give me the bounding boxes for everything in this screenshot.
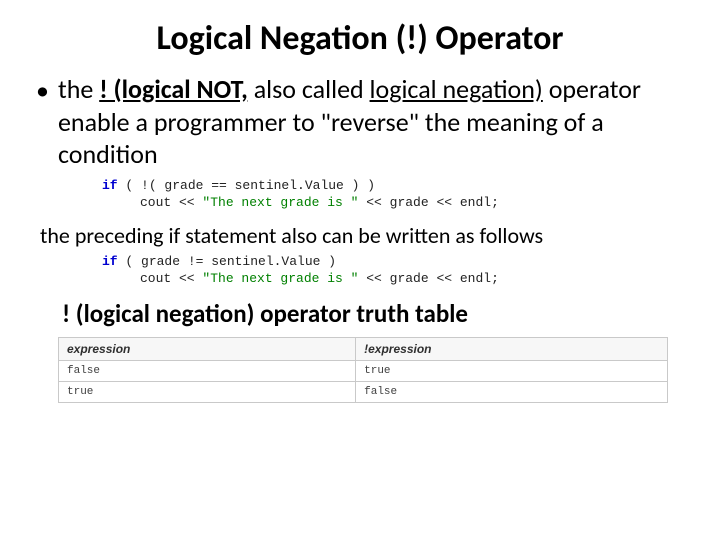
code-text: << grade << endl; bbox=[358, 271, 498, 286]
keyword-if: if bbox=[102, 254, 118, 269]
table-header-row: expression !expression bbox=[59, 337, 668, 360]
bullet-underline-2: logical negation) bbox=[370, 73, 543, 105]
code-text: cout << bbox=[140, 195, 202, 210]
table-cell: true bbox=[356, 360, 668, 381]
mid-sentence: the preceding if statement also can be w… bbox=[40, 222, 690, 249]
slide-title: Logical Negation (!) Operator bbox=[30, 0, 690, 73]
code-text: ( !( grade == sentinel.Value ) ) bbox=[118, 178, 375, 193]
slide: Logical Negation (!) Operator • the ! (l… bbox=[0, 0, 720, 540]
bullet-item: • the ! (logical NOT, also called logica… bbox=[36, 73, 690, 171]
truth-table-heading: ! (logical negation) operator truth tabl… bbox=[62, 298, 690, 329]
keyword-if: if bbox=[102, 178, 118, 193]
table-cell: true bbox=[59, 381, 356, 402]
table-header-cell: expression bbox=[59, 337, 356, 360]
bullet-text: the ! (logical NOT, also called logical … bbox=[58, 73, 690, 171]
truth-table: expression !expression false true true f… bbox=[58, 337, 668, 403]
code-text: << grade << endl; bbox=[358, 195, 498, 210]
code-line: cout << "The next grade is " << grade <<… bbox=[102, 270, 690, 288]
code-text: cout << bbox=[140, 271, 202, 286]
code-line: if ( !( grade == sentinel.Value ) ) bbox=[102, 177, 690, 195]
string-literal: "The next grade is " bbox=[202, 195, 358, 210]
code-text: ( grade != sentinel.Value ) bbox=[118, 254, 336, 269]
table-row: true false bbox=[59, 381, 668, 402]
bullet-bold-underline: ! (logical NOT, bbox=[99, 73, 248, 105]
bullet-pre: the bbox=[58, 73, 99, 105]
string-literal: "The next grade is " bbox=[202, 271, 358, 286]
table-header-cell: !expression bbox=[356, 337, 668, 360]
table-row: false true bbox=[59, 360, 668, 381]
table-cell: false bbox=[356, 381, 668, 402]
bullet-dot: • bbox=[36, 73, 58, 107]
table-cell: false bbox=[59, 360, 356, 381]
code-line: if ( grade != sentinel.Value ) bbox=[102, 253, 690, 271]
code-block-2: if ( grade != sentinel.Value ) cout << "… bbox=[102, 253, 690, 288]
bullet-mid1: also called bbox=[248, 73, 370, 105]
code-line: cout << "The next grade is " << grade <<… bbox=[102, 194, 690, 212]
code-block-1: if ( !( grade == sentinel.Value ) ) cout… bbox=[102, 177, 690, 212]
